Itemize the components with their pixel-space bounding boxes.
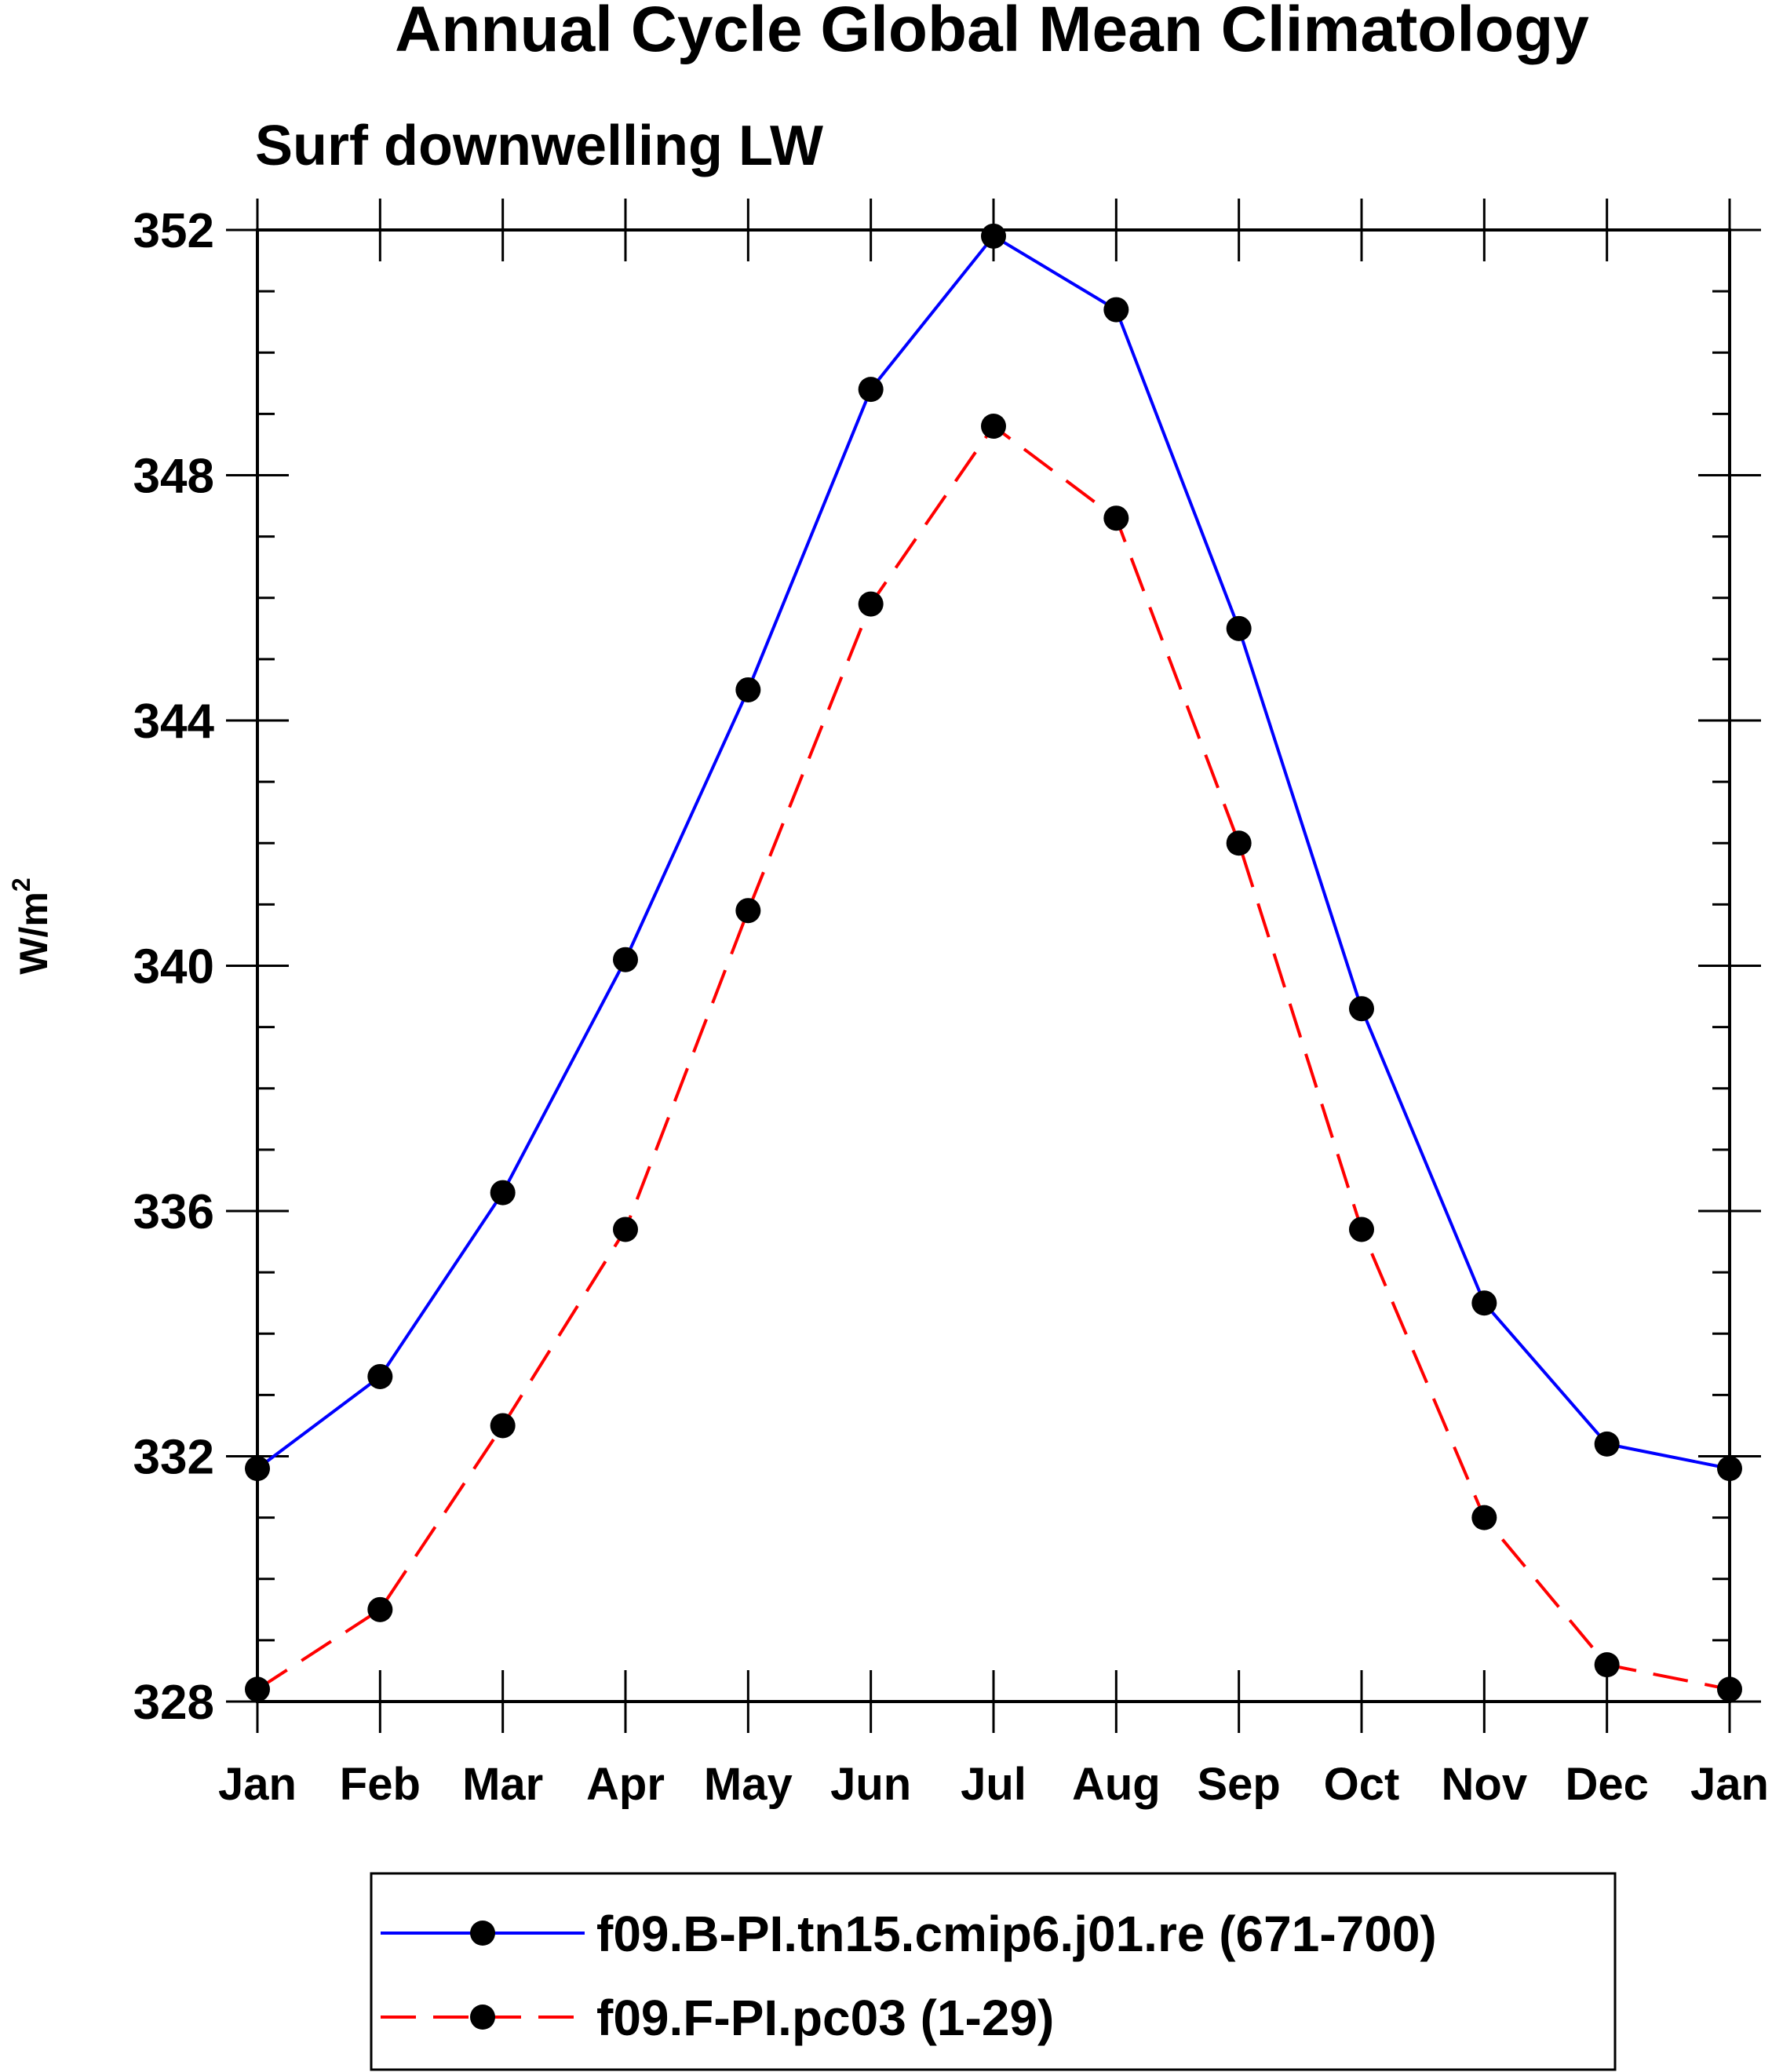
x-axis-ticks: Jan Feb Mar Apr May Jun Jul Aug Sep Oct Nov Dec Jan [218,199,1769,1810]
x-tick-label: Mar [462,1759,543,1810]
x-tick-label: Jul [961,1759,1026,1810]
x-tick-label: Nov [1442,1759,1528,1810]
x-tick-label: Feb [340,1759,421,1810]
legend-label: f09.F-PI.pc03 (1-29) [596,1990,1054,2046]
y-axis-ticks: 328 332 336 340 344 348 352 [133,204,1761,1730]
y-tick-label: 332 [133,1431,214,1485]
y-tick-label: 344 [133,695,215,749]
y-axis-label-superscript: 2 [7,877,35,892]
legend: f09.B-PI.tn15.cmip6.j01.re (671-700) f09.… [370,1872,1617,2071]
legend-box [370,1872,1617,2071]
x-tick-label: Jan [218,1759,297,1810]
x-tick-label: Jun [830,1759,911,1810]
series-layer [245,223,1742,1702]
x-tick-label: Oct [1324,1759,1400,1810]
data-point [735,898,761,924]
y-tick-label: 340 [133,940,214,994]
data-point [981,223,1006,249]
y-axis-label-base: W/m [12,892,56,975]
x-tick-label: Aug [1072,1759,1161,1810]
data-point [613,947,638,972]
x-tick-label: Jan [1690,1759,1769,1810]
data-point [981,414,1006,439]
chart-subtitle: Surf downwelling LW [255,115,823,177]
data-point [1471,1290,1497,1316]
y-axis-label: W/m2 [7,877,56,974]
series-1 [245,223,1742,1482]
data-point [858,591,884,617]
y-tick-label: 352 [133,204,214,258]
data-point [1103,505,1129,531]
y-tick-label: 348 [133,450,214,504]
data-point [858,377,884,403]
y-tick-label: 328 [133,1676,214,1730]
data-point [1226,830,1252,856]
data-point [1594,1652,1620,1678]
x-tick-label: Sep [1197,1759,1280,1810]
x-tick-label: Dec [1565,1759,1648,1810]
series-line [256,424,1730,1691]
x-tick-label: May [704,1759,793,1810]
data-point [613,1217,638,1242]
data-point [1226,615,1252,641]
x-tick-label: Apr [586,1759,665,1810]
data-point [735,677,761,702]
legend-marker [470,1921,495,1946]
chart-title: Annual Cycle Global Mean Climatology [395,0,1589,65]
data-point [1471,1505,1497,1530]
data-point [1103,297,1129,323]
data-point [1594,1431,1620,1457]
series-2 [245,414,1742,1702]
y-tick-label: 336 [133,1185,214,1239]
data-point [367,1363,393,1389]
data-point [367,1596,393,1622]
data-point [490,1180,516,1206]
data-point [1349,996,1374,1022]
legend-label: f09.B-PI.tn15.cmip6.j01.re (671-700) [596,1906,1437,1962]
legend-marker [470,2005,495,2030]
data-point [490,1413,516,1439]
plot-frame [256,228,1731,1703]
data-point [1349,1217,1374,1242]
